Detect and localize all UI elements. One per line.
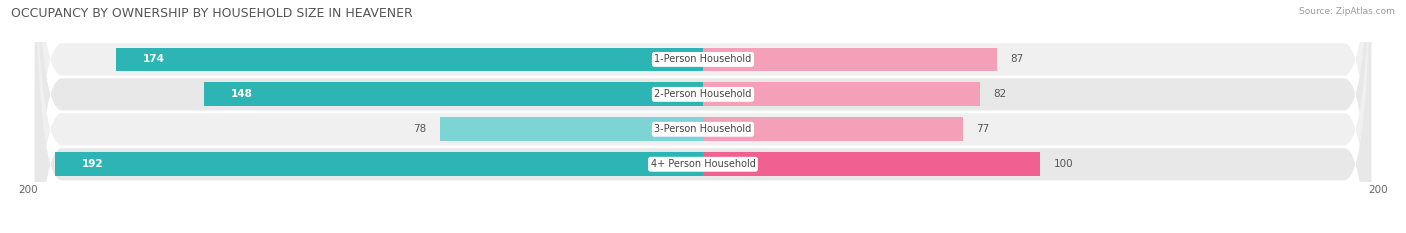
Bar [55,152,703,176]
FancyBboxPatch shape [35,0,1371,233]
Bar [703,82,980,106]
Bar [703,48,997,71]
Text: 2-Person Household: 2-Person Household [654,89,752,99]
Text: 77: 77 [976,124,990,134]
Text: 174: 174 [143,55,165,64]
Text: 87: 87 [1010,55,1024,64]
FancyBboxPatch shape [35,0,1371,233]
Text: 148: 148 [231,89,253,99]
Text: 192: 192 [82,159,104,169]
Text: 82: 82 [993,89,1007,99]
Bar [115,48,703,71]
Text: OCCUPANCY BY OWNERSHIP BY HOUSEHOLD SIZE IN HEAVENER: OCCUPANCY BY OWNERSHIP BY HOUSEHOLD SIZE… [11,7,413,20]
Text: 78: 78 [413,124,426,134]
Bar [204,82,703,106]
Bar [440,117,703,141]
Text: 100: 100 [1054,159,1074,169]
Text: 1-Person Household: 1-Person Household [654,55,752,64]
Bar [703,117,963,141]
Text: Source: ZipAtlas.com: Source: ZipAtlas.com [1299,7,1395,16]
Text: 4+ Person Household: 4+ Person Household [651,159,755,169]
Bar [703,152,1040,176]
FancyBboxPatch shape [35,0,1371,233]
FancyBboxPatch shape [35,0,1371,233]
Text: 3-Person Household: 3-Person Household [654,124,752,134]
